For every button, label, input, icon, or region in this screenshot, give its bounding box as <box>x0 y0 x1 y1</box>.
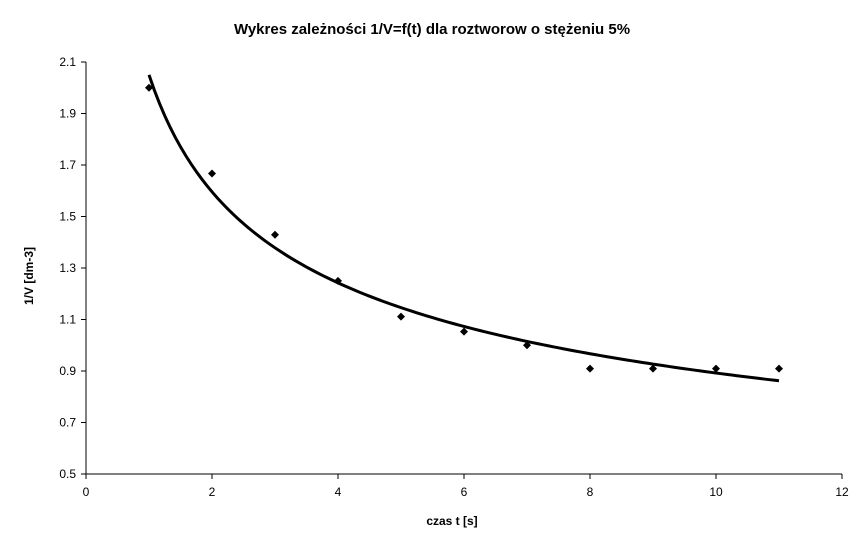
x-tick-label: 2 <box>209 485 216 499</box>
y-ticks: 0.5 0.7 0.9 1.1 1.3 1.5 1.7 1.9 2.1 <box>59 55 86 481</box>
data-points <box>145 83 783 373</box>
x-tick-label: 12 <box>835 485 849 499</box>
trendline <box>147 74 780 383</box>
y-tick-label: 1.3 <box>59 261 76 275</box>
y-tick-label: 2.1 <box>59 55 76 69</box>
data-point <box>208 169 216 178</box>
y-tick-label: 1.9 <box>59 107 76 121</box>
chart-title: Wykres zależności 1/V=f(t) dla roztworow… <box>234 21 630 38</box>
x-tick-label: 0 <box>83 485 90 499</box>
x-tick-label: 8 <box>587 485 594 499</box>
y-tick-label: 0.7 <box>59 416 76 430</box>
data-point <box>145 83 153 92</box>
data-point <box>334 276 342 285</box>
y-axis-label: 1/V [dm-3] <box>22 247 36 305</box>
data-point <box>775 364 783 373</box>
data-point <box>523 341 531 350</box>
data-point <box>460 327 468 336</box>
x-tick-label: 6 <box>461 485 468 499</box>
x-tick-label: 4 <box>335 485 342 499</box>
data-point <box>712 364 720 373</box>
x-axis-label: czas t [s] <box>426 514 477 528</box>
y-tick-label: 0.5 <box>59 467 76 481</box>
data-point <box>649 364 657 373</box>
x-tick-label: 10 <box>709 485 723 499</box>
data-point <box>586 364 594 373</box>
y-tick-label: 1.1 <box>59 313 76 327</box>
y-tick-label: 0.9 <box>59 364 76 378</box>
data-point <box>271 230 279 239</box>
y-tick-label: 1.5 <box>59 210 76 224</box>
y-tick-label: 1.7 <box>59 158 76 172</box>
data-point <box>397 312 405 321</box>
x-ticks: 0 2 4 6 8 10 12 <box>83 474 849 499</box>
